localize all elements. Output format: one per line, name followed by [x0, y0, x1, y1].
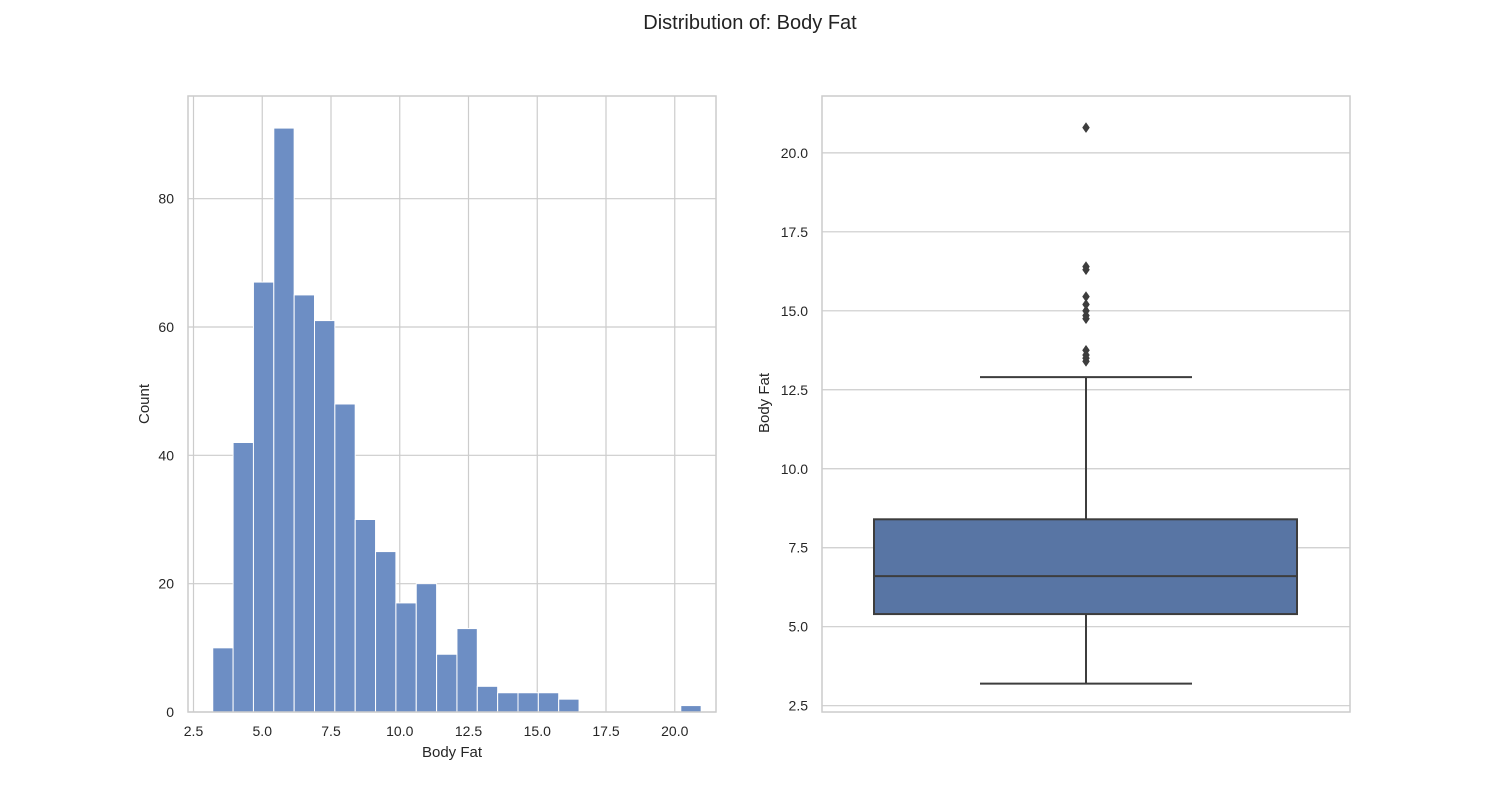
histogram-panel: 2.5 5.0 7.5 10.0 12.5 15.0 17.5 20.0 020406080 … [136, 95, 717, 761]
boxplot-box [873, 518, 1298, 616]
histogram-bar [354, 519, 377, 713]
histogram-bar [436, 653, 458, 713]
histogram-y-tick-label: 0 [166, 704, 174, 720]
histogram-bar [252, 281, 275, 713]
boxplot-outlier-point [1082, 291, 1090, 303]
histogram-bar [314, 320, 336, 713]
boxplot-outlier-point [1082, 299, 1090, 310]
boxplot-marks [873, 122, 1298, 685]
boxplot-y-tick-label: 20.0 [781, 145, 808, 161]
histogram-bar [497, 692, 519, 713]
histogram-bar [212, 647, 234, 713]
histogram-y-axis-label: Count [136, 383, 153, 424]
boxplot-panel: 2.5 5.0 7.5 10.0 12.5 15.0 17.5 20.0 Body Fat [756, 95, 1351, 714]
histogram-x-tick-label: 20.0 [661, 723, 688, 739]
histogram-bar [232, 442, 254, 713]
histogram-bar [517, 692, 539, 713]
boxplot-outlier-point [1082, 305, 1090, 317]
boxplot-outlier-point [1082, 344, 1090, 356]
histogram-y-tick-label: 60 [158, 319, 174, 335]
boxplot-outlier-point [1082, 261, 1090, 273]
histogram-x-tick-label: 2.5 [184, 723, 204, 739]
histogram-bar [456, 628, 478, 713]
histogram-x-tick-label: 10.0 [386, 723, 413, 739]
boxplot-frame [821, 95, 1351, 713]
boxplot-y-tick-label: 2.5 [789, 698, 809, 714]
histogram-x-tick-label: 15.0 [524, 723, 551, 739]
boxplot-y-tick-label: 7.5 [789, 540, 809, 556]
boxplot-y-tick-labels: 2.5 5.0 7.5 10.0 12.5 15.0 17.5 20.0 [781, 145, 808, 714]
histogram-bar [395, 602, 417, 713]
histogram-bar [273, 127, 295, 713]
boxplot-y-tick-label: 12.5 [781, 382, 808, 398]
histogram-bars [212, 127, 702, 713]
histogram-frame [187, 95, 717, 713]
boxplot-y-tick-label: 10.0 [781, 461, 808, 477]
histogram-bar [415, 583, 438, 713]
histogram-y-tick-label: 20 [158, 576, 174, 592]
histogram-x-axis-label: Body Fat [422, 744, 483, 761]
histogram-bar [334, 403, 356, 713]
histogram-x-tick-label: 5.0 [253, 723, 273, 739]
histogram-x-tick-label: 12.5 [455, 723, 482, 739]
histogram-bar [558, 698, 580, 713]
histogram-x-tick-labels: 2.5 5.0 7.5 10.0 12.5 15.0 17.5 20.0 [184, 723, 689, 739]
histogram-bar [476, 685, 499, 713]
histogram-bar [375, 551, 397, 713]
histogram-x-tick-label: 7.5 [321, 723, 341, 739]
figure-title: Distribution of: Body Fat [643, 12, 857, 34]
histogram-y-tick-label: 40 [158, 447, 174, 463]
histogram-bar [537, 692, 560, 713]
boxplot-y-tick-label: 17.5 [781, 224, 808, 240]
histogram-bar [680, 705, 702, 713]
boxplot-y-axis-label: Body Fat [756, 372, 773, 433]
boxplot-y-tick-label: 5.0 [789, 619, 809, 635]
histogram-x-tick-label: 17.5 [592, 723, 619, 739]
histogram-y-tick-label: 80 [158, 191, 174, 207]
boxplot-y-tick-label: 15.0 [781, 303, 808, 319]
histogram-bar [293, 294, 315, 713]
boxplot-outlier-point [1082, 122, 1090, 134]
histogram-y-tick-labels: 0 20 40 60 80 [158, 191, 174, 720]
